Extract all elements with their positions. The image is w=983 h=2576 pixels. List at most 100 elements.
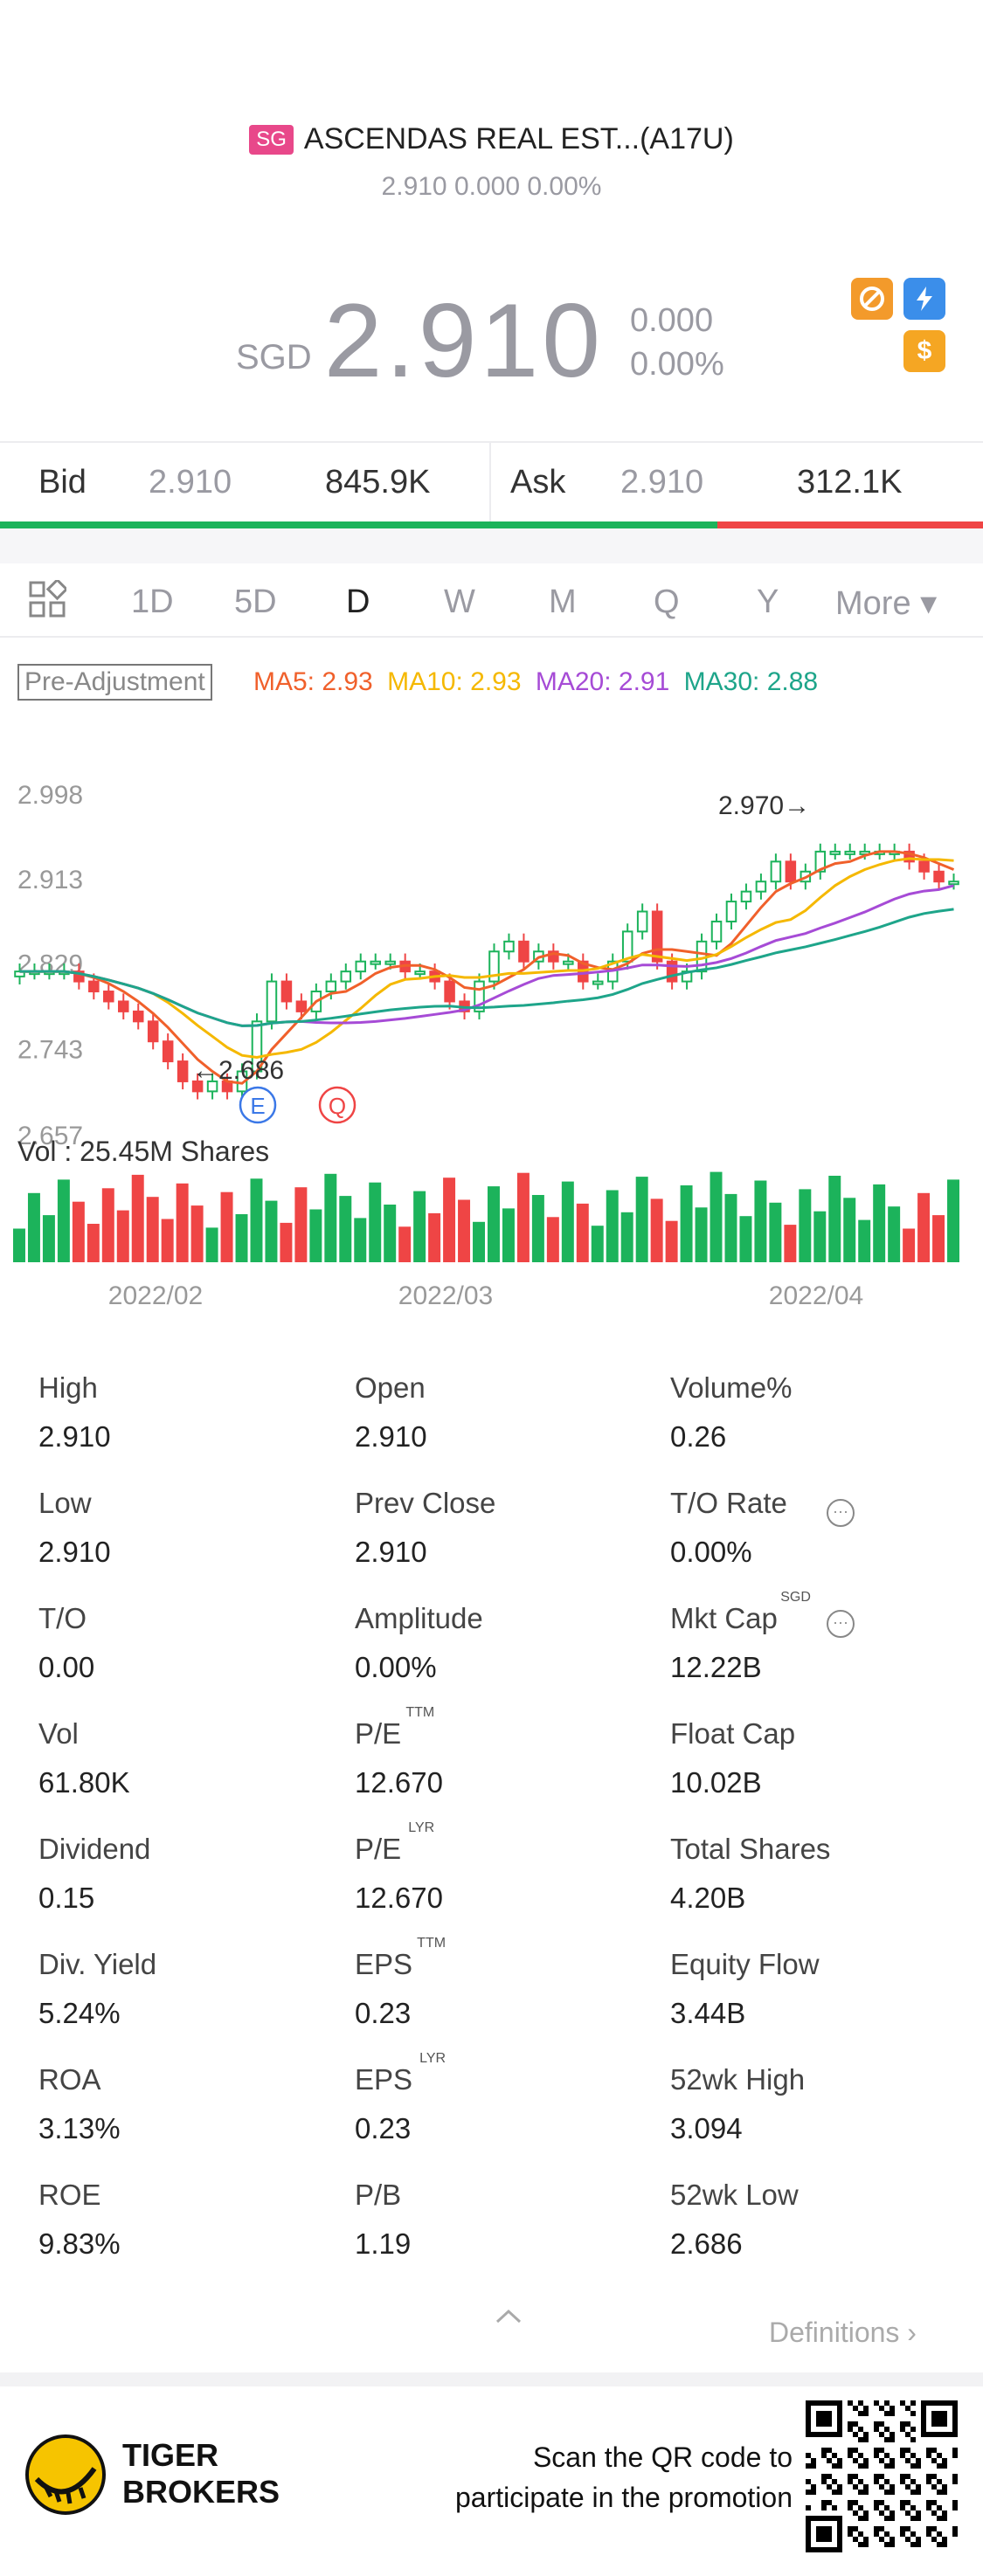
candle-body [384, 960, 396, 965]
qr-module [937, 2542, 942, 2547]
qr-module [937, 2463, 942, 2469]
tab-week[interactable]: W [444, 584, 475, 620]
candle-body [548, 950, 559, 963]
pre-adjustment-toggle[interactable]: Pre-Adjustment [17, 664, 212, 701]
candle-body [563, 960, 574, 965]
stat-label: Div. Yield [38, 1948, 157, 1980]
qr-module [884, 2490, 890, 2495]
stat-p-b: P/B 1.19 [355, 2179, 652, 2261]
volume-bar [220, 1191, 233, 1262]
candle-body [666, 960, 678, 983]
stat-label: P/B [355, 2179, 402, 2211]
dollar-icon[interactable]: $ [903, 330, 945, 372]
candle-body [236, 1070, 248, 1093]
tab-quarter[interactable]: Q [654, 584, 680, 620]
candle-body [503, 940, 515, 953]
volume-bar [680, 1185, 693, 1262]
qr-module [879, 2510, 884, 2516]
qr-module [874, 2427, 879, 2432]
candle-body [206, 1080, 218, 1093]
candle-body [770, 860, 782, 883]
tab-1d[interactable]: 1D [131, 584, 174, 620]
chevron-right-icon: › [907, 2317, 917, 2348]
stat-label: Equity Flow [670, 1948, 820, 1980]
ask-size: 312.1K [797, 464, 903, 501]
qr-module [848, 2526, 853, 2531]
volume-bar [843, 1198, 856, 1262]
qr-module [910, 2411, 916, 2416]
stat-eps-ttm: EPS TTM 0.23 [355, 1936, 652, 2030]
stat-value: 4.20B [670, 1882, 746, 1914]
qr-module [816, 2411, 832, 2427]
candle-body [785, 860, 797, 883]
tab-day[interactable]: D [346, 584, 370, 620]
tab-month[interactable]: M [549, 584, 577, 620]
stat-value: 61.80K [38, 1766, 130, 1799]
volume-bar [516, 1172, 530, 1262]
qr-module [853, 2484, 858, 2490]
tab-more[interactable]: More ▾ [835, 585, 938, 622]
qr-module [890, 2542, 895, 2547]
qr-module [879, 2406, 884, 2411]
tab-year[interactable]: Y [757, 584, 779, 620]
volume-bar [384, 1205, 397, 1262]
max-price-label: 2.970→ [718, 791, 810, 820]
volume-bar [710, 1171, 723, 1262]
qr-module [890, 2490, 895, 2495]
candle-body [829, 850, 841, 855]
volume-bar [161, 1219, 174, 1262]
qr-module [879, 2448, 884, 2453]
change-value: 0.000 [629, 302, 714, 339]
qr-module [853, 2510, 858, 2516]
qr-module [863, 2406, 869, 2411]
volume-bar [116, 1210, 129, 1262]
ma30-line [19, 908, 954, 1027]
stat-label: P/E TTM [355, 1705, 435, 1750]
stat-p-e-lyr: P/E LYR 12.670 [355, 1820, 652, 1915]
stat-label: Volume% [670, 1371, 793, 1404]
qr-module [858, 2463, 863, 2469]
to-rate-info-icon[interactable]: ··· [827, 1499, 855, 1527]
definitions-link[interactable]: Definitions › [769, 2317, 917, 2349]
volume-bar [398, 1226, 412, 1262]
candle-body [651, 910, 663, 963]
stat-label: High [38, 1371, 98, 1404]
qr-module [863, 2542, 869, 2547]
candle-body [414, 970, 426, 976]
qr-module [879, 2458, 884, 2463]
stat-eps-lyr: EPS LYR 0.23 [355, 2051, 652, 2145]
qr-module [874, 2421, 879, 2427]
stat-label: Total Shares [670, 1833, 831, 1865]
qr-module [942, 2542, 947, 2547]
mkt-cap-info-icon[interactable]: ··· [827, 1610, 855, 1638]
qr-module [884, 2411, 890, 2416]
qr-module [952, 2453, 958, 2458]
stat-value: 2.686 [670, 2227, 743, 2260]
qr-module [874, 2526, 879, 2531]
qr-module [900, 2421, 905, 2427]
volume-bar [294, 1187, 308, 1262]
lightning-icon[interactable] [903, 278, 945, 320]
tab-5d[interactable]: 5D [234, 584, 277, 620]
qr-module [952, 2526, 958, 2531]
stock-title[interactable]: ASCENDAS REAL EST...(A17U) [303, 122, 734, 155]
qr-module [827, 2500, 832, 2505]
layout-grid-icon[interactable] [28, 580, 66, 618]
volume-bar [235, 1214, 248, 1262]
candle-body [948, 881, 959, 886]
no-short-icon[interactable] [851, 278, 893, 320]
volume-bar [42, 1215, 55, 1262]
chevron-up-icon[interactable] [494, 2306, 523, 2327]
qr-module [931, 2411, 947, 2427]
qr-module [837, 2458, 842, 2463]
stat-label: Float Cap [670, 1717, 796, 1750]
volume-bar [932, 1215, 945, 1262]
candle-body [444, 980, 455, 1003]
candle-body [740, 890, 752, 903]
qr-module [916, 2542, 921, 2547]
bid-ask-bar[interactable]: Bid 2.910 845.9K Ask 2.910 312.1K [0, 443, 983, 523]
qr-code[interactable] [806, 2400, 958, 2552]
event-marker-circle [318, 1086, 357, 1124]
qr-module [848, 2400, 853, 2406]
